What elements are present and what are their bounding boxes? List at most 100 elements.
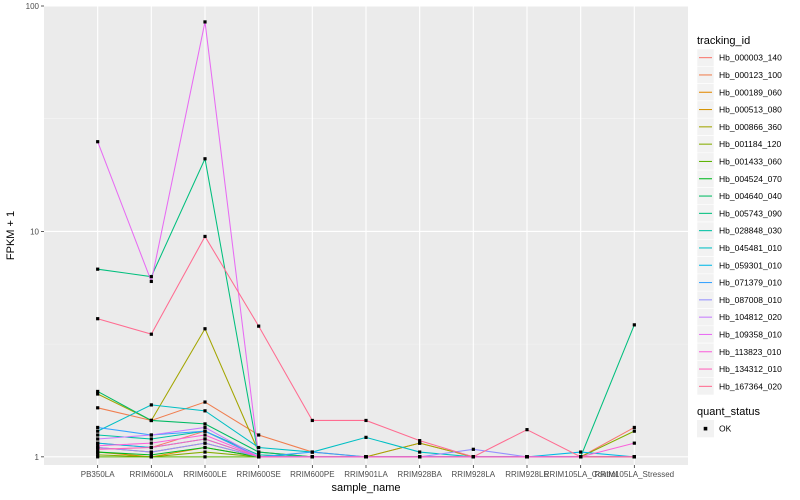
data-point: [96, 433, 100, 437]
data-point: [203, 234, 207, 239]
data-point: [364, 435, 368, 439]
legend-label: Hb_000189_060: [719, 87, 782, 97]
data-point: [471, 455, 475, 459]
data-point: [149, 332, 153, 336]
data-point: [149, 418, 153, 423]
data-point: [203, 409, 207, 413]
data-point: [149, 437, 153, 441]
legend-label: Hb_071379_010: [719, 278, 782, 288]
legend-label: Hb_000003_140: [719, 53, 782, 63]
data-point: [96, 389, 100, 394]
data-point: [149, 445, 153, 450]
data-point: [149, 433, 153, 437]
data-point: [96, 450, 100, 454]
x-tick-label: RRIM600PE: [290, 470, 334, 479]
data-point: [203, 437, 207, 441]
data-point: [203, 441, 207, 445]
legend-shape-marker: [703, 426, 708, 431]
data-point: [149, 279, 153, 284]
data-point: [203, 157, 207, 161]
x-tick-label: RRIM928LA: [452, 470, 496, 479]
data-point: [203, 445, 207, 450]
data-point: [364, 455, 368, 459]
data-point: [96, 455, 100, 459]
data-point: [203, 422, 207, 426]
data-point: [96, 429, 100, 433]
data-point: [96, 140, 100, 144]
data-point: [632, 429, 636, 433]
legend-label: Hb_104812_020: [719, 312, 782, 322]
legend-label: Hb_001433_060: [719, 156, 782, 166]
data-point: [149, 455, 153, 459]
data-point: [418, 441, 422, 445]
data-point: [257, 455, 261, 459]
data-point: [149, 403, 153, 407]
data-point: [96, 392, 100, 396]
y-tick-label: 100: [26, 2, 40, 11]
legend-label: Hb_059301_010: [719, 260, 782, 270]
y-tick-label: 1: [35, 453, 40, 462]
data-point: [149, 450, 153, 454]
data-point: [203, 450, 207, 454]
data-point: [471, 447, 475, 451]
legend-shape-title: quant_status: [697, 406, 760, 418]
data-point: [632, 455, 636, 459]
data-point: [257, 445, 261, 450]
data-point: [579, 450, 583, 454]
legend-label: Hb_004524_070: [719, 174, 782, 184]
data-point: [418, 439, 422, 443]
data-point: [96, 267, 100, 271]
legend-label: Hb_045481_010: [719, 243, 782, 253]
x-tick-label: RRIM105LA_Stressed: [595, 470, 675, 479]
data-point: [257, 450, 261, 454]
legend-label: Hb_004640_040: [719, 191, 782, 201]
x-tick-label: PB350LA: [81, 470, 115, 479]
data-point: [203, 433, 207, 437]
y-tick-label: 10: [30, 227, 39, 236]
data-point: [149, 441, 153, 445]
data-point: [310, 455, 314, 459]
x-tick-label: RRIM600SE: [236, 470, 280, 479]
axes: 1 10 100 PB350LA RRIM600LA RRIM600LE RRIM600SE…: [26, 2, 674, 479]
y-axis-title: FPKM + 1: [5, 211, 17, 260]
x-tick-label: RRIM105LA_Control: [544, 470, 618, 479]
data-point: [203, 455, 207, 459]
data-point: [632, 323, 636, 327]
legend-label: Hb_134312_010: [719, 364, 782, 374]
legend-label: Hb_167364_020: [719, 381, 782, 391]
legend-label: Hb_087008_010: [719, 295, 782, 305]
legend-color-title: tracking_id: [697, 35, 750, 47]
data-point: [203, 400, 207, 404]
data-point: [96, 447, 100, 451]
data-points: [96, 20, 636, 459]
data-point: [96, 406, 100, 410]
data-point: [203, 20, 207, 24]
legend-label: Hb_005743_090: [719, 208, 782, 218]
data-point: [203, 429, 207, 433]
data-point: [149, 275, 153, 279]
legend-label: Hb_000513_080: [719, 105, 782, 115]
x-tick-label: RRIM600LE: [183, 470, 227, 479]
data-point: [257, 324, 261, 328]
data-point: [632, 441, 636, 445]
legend-label: Hb_113823_010: [719, 347, 782, 357]
legend-label: Hb_028848_030: [719, 226, 782, 236]
data-point: [96, 317, 100, 321]
legend: tracking_id quant_status OK Hb_000003_14…: [696, 35, 782, 438]
legend-label: Hb_109358_010: [719, 329, 782, 339]
data-point: [310, 450, 314, 454]
legend-label: Hb_001184_120: [719, 139, 782, 149]
data-point: [96, 425, 100, 430]
legend-label: Hb_000123_100: [719, 70, 782, 80]
x-tick-label: RRIM928LE: [505, 470, 549, 479]
data-point: [96, 453, 100, 457]
legend-shape-label: OK: [719, 424, 732, 434]
data-point: [149, 453, 153, 457]
data-point: [203, 425, 207, 430]
data-point: [632, 425, 636, 430]
data-point: [525, 455, 529, 459]
legend-label: Hb_000866_360: [719, 122, 782, 132]
data-point: [96, 444, 100, 448]
data-point: [418, 455, 422, 459]
x-tick-label: RRIM901LA: [344, 470, 388, 479]
